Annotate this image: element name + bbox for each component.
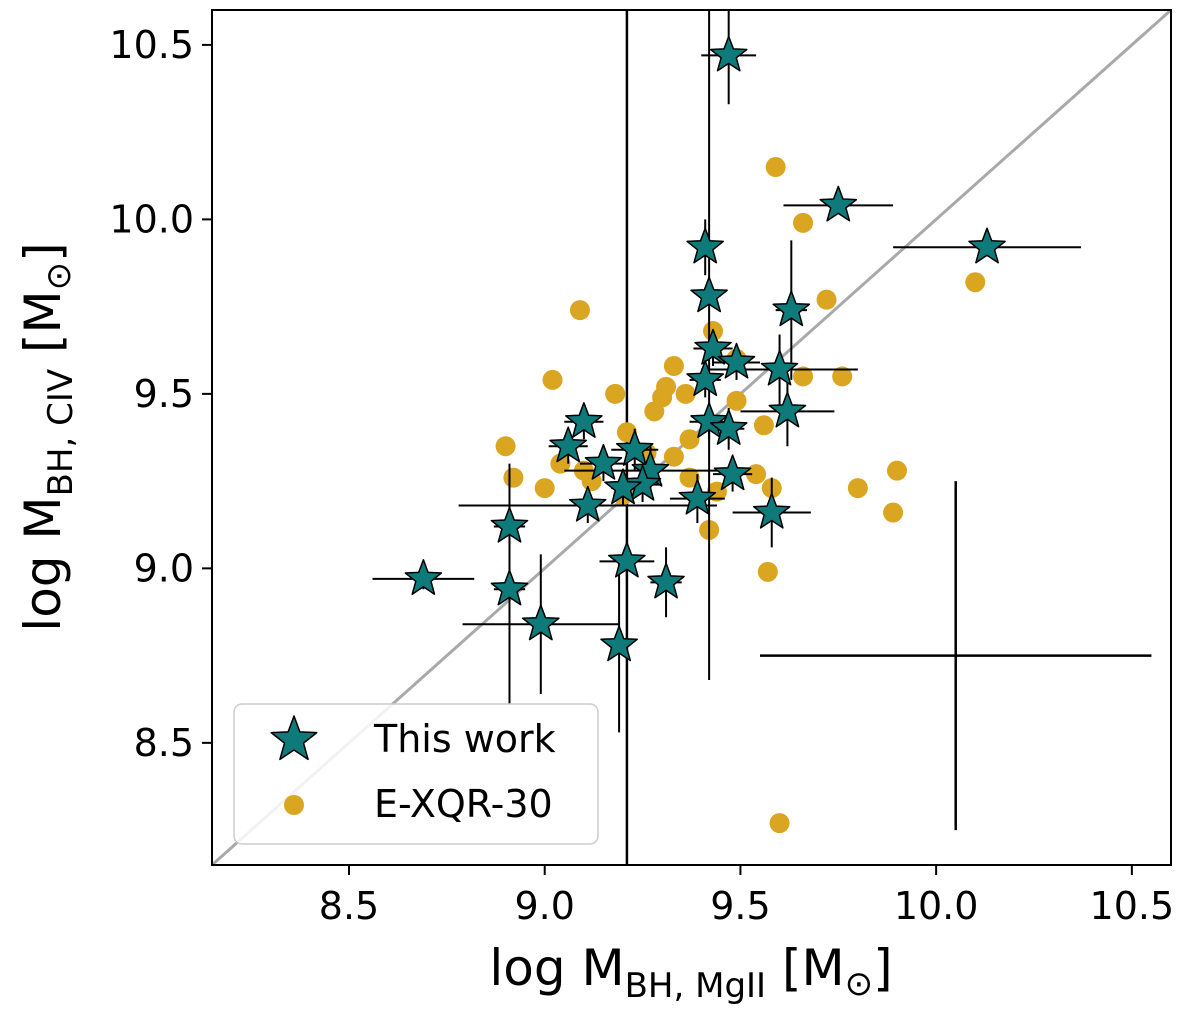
e-xqr-30-point [663, 355, 684, 376]
e-xqr-30-point [816, 289, 837, 310]
e-xqr-30-point [757, 561, 778, 582]
this-work-point [772, 290, 811, 327]
e-xqr-30-point [542, 369, 563, 390]
y-axis-label-unit: [M [14, 290, 72, 369]
e-xqr-30-point [769, 813, 790, 834]
legend-box [233, 703, 599, 845]
y-axis-label-main: log M [14, 496, 72, 631]
e-xqr-30-point [883, 502, 904, 523]
this-work-point [615, 429, 654, 466]
x-axis-label-main: log M [489, 939, 624, 997]
legend-star-marker [270, 715, 318, 761]
this-work-point [623, 464, 662, 501]
this-work-point [968, 227, 1006, 264]
e-xqr-30-point [663, 446, 684, 467]
x-axis-label-subscript: BH, MgII [625, 966, 766, 1006]
this-work-point [568, 485, 607, 522]
legend-label-e-xqr-30: E-XQR-30 [374, 782, 553, 826]
this-work-point [694, 328, 732, 365]
x-tick-label: 10.5 [1090, 884, 1175, 928]
y-axis-ticks: 8.5 9.0 9.5 10.0 10.5 [109, 23, 212, 765]
this-work-point [686, 360, 725, 397]
this-work-point [717, 342, 756, 379]
e-xqr-30-point [887, 460, 907, 481]
x-tick-label: 10.0 [894, 884, 979, 928]
e-xqr-30-point [534, 478, 555, 499]
this-work-point [404, 559, 443, 595]
e-xqr-30-point [679, 467, 700, 488]
e-xqr-30-point [793, 212, 814, 233]
this-work-point [768, 391, 807, 428]
legend-star-shape [270, 715, 318, 761]
this-work-point [760, 349, 799, 386]
e-xqr-30-point [675, 383, 696, 404]
this-work-point [521, 604, 560, 641]
e-xqr-30-point [569, 300, 590, 321]
y-tick-label: 10.5 [109, 23, 194, 67]
e-xqr-30-point [965, 272, 986, 293]
this-work-point [819, 185, 858, 222]
legend: This work E-XQR-30 [233, 703, 599, 845]
y-axis-label-subscript: BH, CIV [41, 369, 81, 497]
this-work-point [690, 276, 728, 313]
this-work-point [678, 478, 717, 515]
e-xqr-30-point [503, 467, 524, 488]
y-tick-label: 9.5 [134, 372, 194, 416]
y-axis-label-close: ] [14, 242, 72, 262]
y-tick-label: 10.0 [109, 197, 194, 241]
this-work-point [709, 35, 748, 72]
this-work-point [709, 409, 748, 445]
e-xqr-30-point [746, 464, 767, 485]
e-xqr-30-point [605, 383, 626, 404]
y-axis-label-sun-symbol: ⊙ [39, 262, 79, 291]
x-axis-label-close: ] [873, 939, 893, 997]
e-xqr-30-point [644, 401, 665, 422]
e-xqr-30-point [753, 415, 774, 436]
typical-error-bar [760, 481, 1152, 831]
this-work-point [604, 468, 642, 505]
this-work-point [713, 454, 752, 491]
e-xqr-30-point [679, 429, 700, 450]
e-xqr-30-point [495, 436, 516, 457]
x-tick-label: 9.0 [514, 884, 574, 928]
this-work-point [686, 227, 725, 264]
this-work-point [584, 443, 623, 480]
e-xqr-30-point [793, 366, 814, 387]
this-work-point [549, 426, 588, 463]
this-work-point [490, 506, 529, 543]
x-axis-ticks: 8.5 9.0 9.5 10.0 10.5 [319, 865, 1174, 928]
x-tick-label: 8.5 [319, 884, 379, 928]
this-work-point [647, 562, 685, 599]
legend-circle-marker [284, 795, 304, 815]
e-xqr-30-point [847, 478, 868, 499]
y-tick-label: 8.5 [134, 721, 194, 765]
this-work-point [690, 402, 728, 438]
x-axis-label-unit: [M [766, 939, 845, 997]
this-work-point [490, 569, 529, 606]
x-axis-label-sun-symbol: ⊙ [845, 964, 874, 1004]
x-tick-label: 9.5 [710, 884, 770, 928]
e-xqr-30-point [832, 366, 853, 387]
y-axis-label: log MBH, CIV [M⊙] [14, 242, 81, 631]
e-xqr-30-point [726, 390, 747, 411]
legend-label-this-work: This work [373, 717, 556, 761]
this-work-points [404, 35, 1006, 662]
e-xqr-30-point [765, 157, 786, 178]
this-work-point [600, 625, 638, 662]
this-work-point [608, 541, 646, 578]
plot-frame [211, 9, 1172, 866]
this-work-point [752, 492, 791, 529]
this-work-point [565, 402, 603, 438]
e-xqr-30-point [550, 453, 571, 474]
e-xqr-30-points [495, 157, 986, 834]
x-axis-label: log MBH, MgII [M⊙] [489, 939, 892, 1006]
y-tick-label: 9.0 [134, 546, 194, 590]
